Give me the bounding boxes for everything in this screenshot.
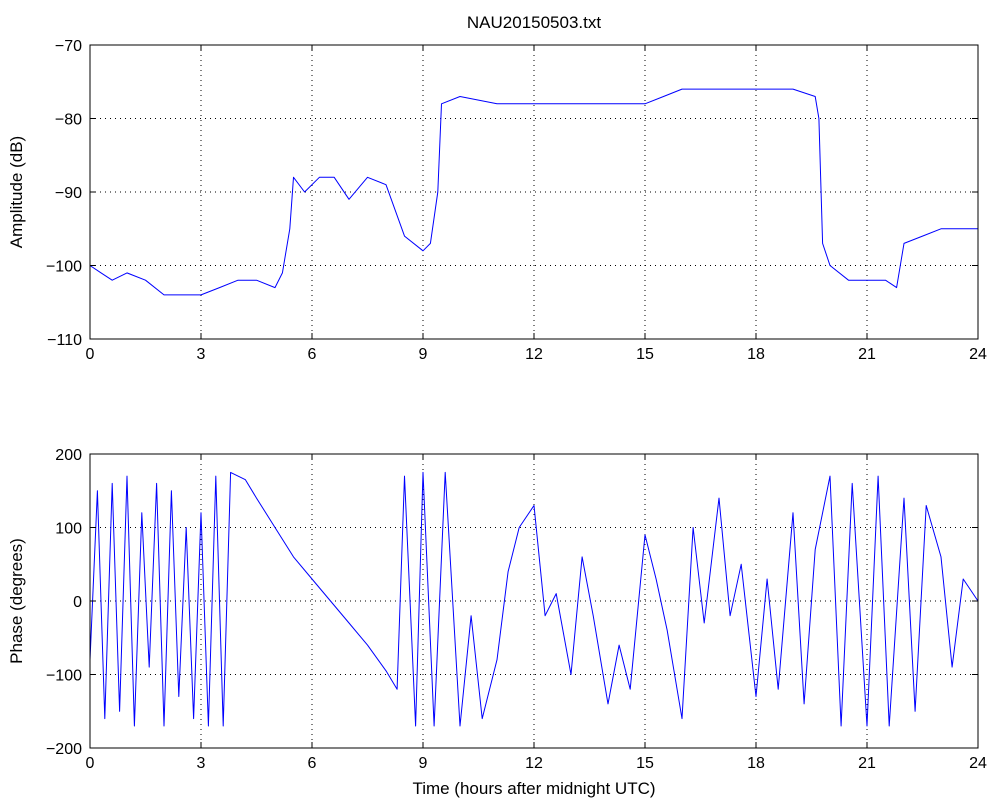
y-tick-label: −90 (55, 185, 82, 202)
chart-title: NAU20150503.txt (467, 13, 601, 32)
y-axis-label: Phase (degrees) (7, 538, 26, 664)
x-tick-label: 12 (525, 755, 543, 772)
x-tick-label: 0 (86, 346, 95, 363)
x-tick-label: 24 (969, 755, 987, 772)
x-tick-label: 24 (969, 346, 987, 363)
y-axis-label: Amplitude (dB) (7, 136, 26, 248)
y-tick-label: −100 (46, 259, 82, 276)
x-tick-label: 12 (525, 346, 543, 363)
y-tick-label: −200 (46, 741, 82, 758)
phase-series-line (89, 471, 979, 727)
x-tick-label: 18 (747, 346, 765, 363)
y-tick-label: 200 (55, 447, 82, 464)
y-tick-label: 0 (73, 594, 82, 611)
x-tick-label: 0 (86, 755, 95, 772)
y-tick-label: −70 (55, 38, 82, 55)
x-tick-label: 15 (636, 755, 654, 772)
amplitude-axes-frame (89, 44, 979, 340)
x-tick-label: 21 (858, 755, 876, 772)
phase-axes-frame (89, 453, 979, 749)
x-tick-label: 15 (636, 346, 654, 363)
y-tick-label: −100 (46, 668, 82, 685)
amplitude-series-line (89, 88, 978, 296)
x-tick-label: 9 (419, 755, 428, 772)
x-axis-label: Time (hours after midnight UTC) (412, 779, 655, 798)
x-tick-label: 21 (858, 346, 876, 363)
y-tick-label: 100 (55, 521, 82, 538)
x-tick-label: 6 (308, 346, 317, 363)
x-tick-label: 3 (197, 755, 206, 772)
x-tick-label: 18 (747, 755, 765, 772)
amplitude-chart: NAU20150503.txt 0 3 6 9 12 15 18 21 24 −110 −100 −9… (7, 13, 987, 363)
x-tick-label: 9 (419, 346, 428, 363)
y-tick-label: −80 (55, 112, 82, 129)
x-tick-label: 6 (308, 755, 317, 772)
phase-chart: 0 3 6 9 12 15 18 21 24 −200 −100 0 100 200 Phase (deg… (7, 447, 987, 798)
x-tick-label: 3 (197, 346, 206, 363)
y-tick-label: −110 (47, 332, 82, 349)
